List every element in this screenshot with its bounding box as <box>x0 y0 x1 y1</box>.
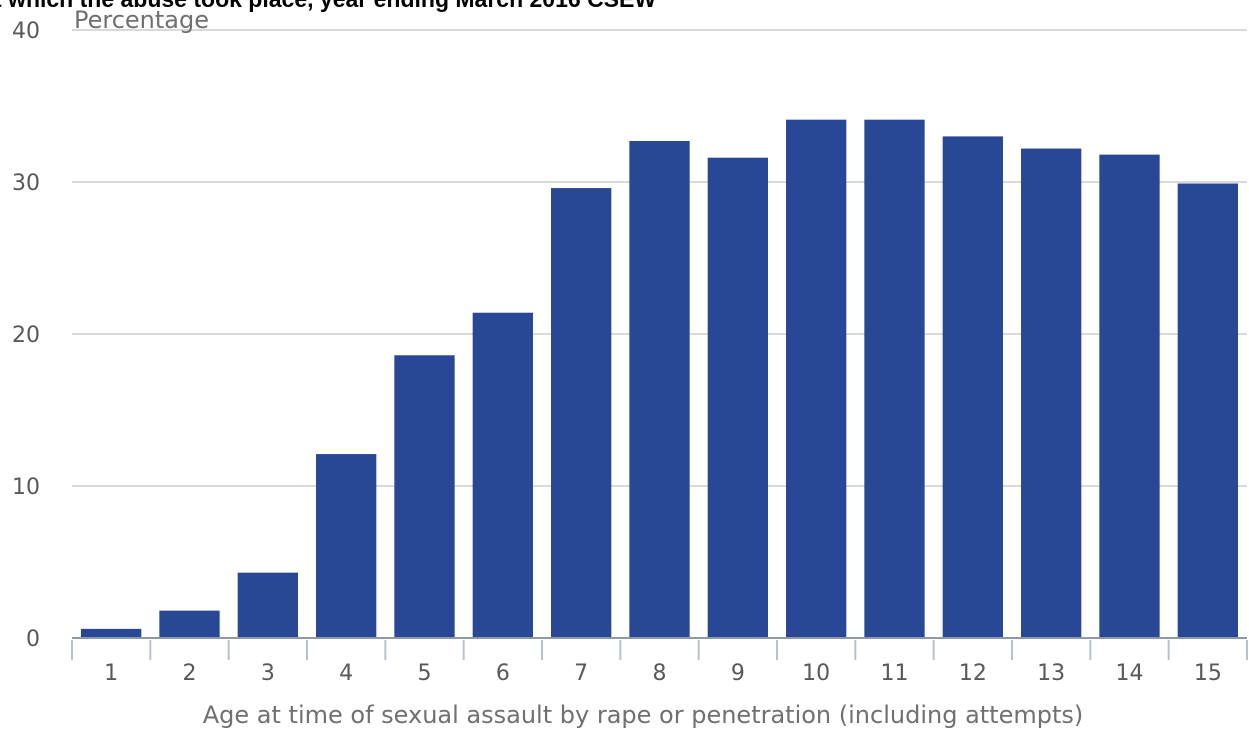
x-axis <box>71 637 1248 660</box>
bars <box>81 119 1238 639</box>
x-tick-label: 1 <box>104 661 118 686</box>
bar <box>394 355 455 638</box>
bar <box>1099 154 1160 638</box>
x-axis-ticks: 1 2 3 4 5 6 7 8 9 10 11 12 13 14 15 <box>104 661 1222 686</box>
bar <box>159 610 220 638</box>
bar <box>237 572 298 638</box>
x-tick-label: 12 <box>959 661 987 686</box>
x-tick-label: 5 <box>418 661 432 686</box>
bar <box>707 157 768 638</box>
x-tick-label: 3 <box>261 661 275 686</box>
y-tick-label: 0 <box>26 627 40 652</box>
x-tick-label: 11 <box>881 661 909 686</box>
bar <box>864 119 925 639</box>
x-tick-label: 6 <box>496 661 510 686</box>
x-tick-label: 15 <box>1194 661 1222 686</box>
x-tick-label: 13 <box>1037 661 1065 686</box>
bar <box>81 628 142 638</box>
x-tick-label: 2 <box>183 661 197 686</box>
x-tick-label: 7 <box>574 661 588 686</box>
bar <box>786 119 847 639</box>
y-axis-label: Percentage <box>74 6 209 34</box>
bar <box>316 454 377 638</box>
y-tick-label: 20 <box>12 323 40 348</box>
bar <box>942 136 1003 638</box>
x-tick-label: 8 <box>653 661 667 686</box>
y-tick-label: 40 <box>12 19 40 44</box>
bar <box>1177 183 1238 638</box>
y-tick-label: 10 <box>12 475 40 500</box>
x-tick-label: 9 <box>731 661 745 686</box>
x-tick-label: 10 <box>802 661 830 686</box>
x-axis-label: Age at time of sexual assault by rape or… <box>203 701 1084 729</box>
bar <box>629 140 690 638</box>
bar <box>472 312 533 638</box>
bar <box>551 188 612 638</box>
y-axis-ticks: 0 10 20 30 40 <box>12 19 40 652</box>
chart-title: t which the abuse took place, year endin… <box>0 0 656 12</box>
x-tick-label: 4 <box>339 661 353 686</box>
y-tick-label: 30 <box>12 171 40 196</box>
bar <box>1021 148 1082 638</box>
x-tick-label: 14 <box>1116 661 1144 686</box>
